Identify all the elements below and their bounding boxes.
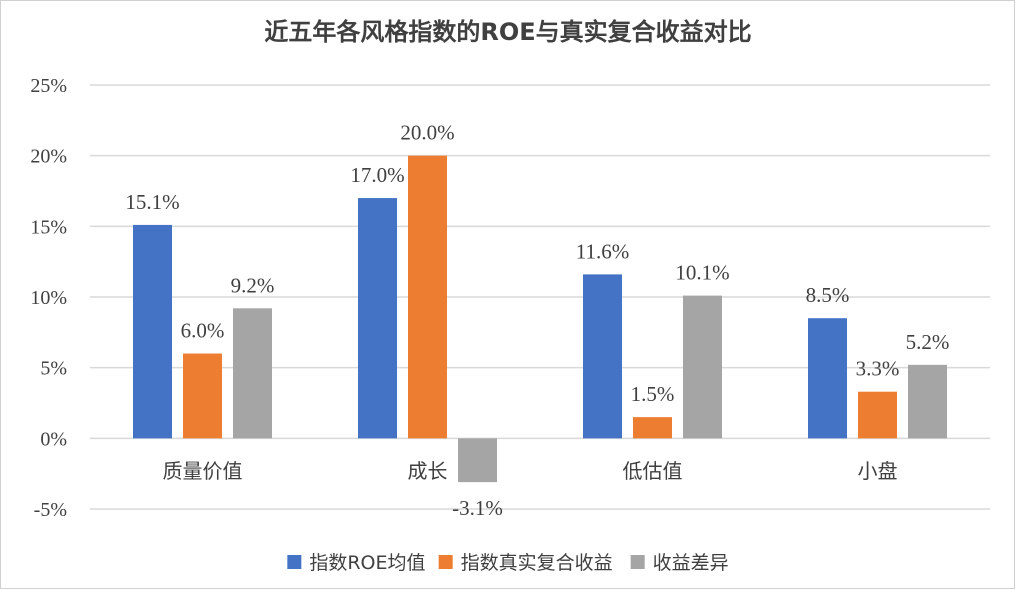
- y-tick-label: -5%: [34, 499, 67, 521]
- category-labels: 质量价值 成长 低估值 小盘: [163, 459, 898, 483]
- data-label: 8.5%: [806, 283, 850, 307]
- data-label: 5.2%: [906, 330, 950, 354]
- legend-swatch: [630, 555, 645, 569]
- data-label: 17.0%: [350, 163, 404, 187]
- category-label: 小盘: [858, 459, 898, 483]
- bar: [358, 198, 397, 439]
- bar: [683, 295, 722, 439]
- legend-swatch: [438, 555, 453, 569]
- bar: [633, 417, 672, 439]
- legend-swatch: [287, 555, 302, 569]
- data-label: 9.2%: [231, 273, 275, 297]
- y-tick-label: 5%: [40, 358, 67, 380]
- bar: [908, 364, 947, 439]
- data-label: 15.1%: [125, 190, 179, 214]
- data-label: 6.0%: [181, 319, 225, 343]
- data-labels: 15.1% 6.0%9.2% 17.0% 20.0% -3.1% 11.6% 1.5% 10.…: [125, 121, 949, 520]
- data-label: 11.6%: [576, 239, 629, 263]
- bar: [183, 353, 222, 439]
- y-tick-label: 25%: [30, 75, 67, 97]
- data-label: 20.0%: [400, 121, 454, 145]
- y-tick-label: 20%: [30, 146, 67, 168]
- category-label: 质量价值: [163, 459, 243, 483]
- legend-label: 指数真实复合收益: [461, 552, 613, 574]
- bar: [133, 224, 172, 439]
- y-tick-label: 10%: [30, 287, 67, 309]
- category-label: 成长: [408, 459, 448, 483]
- y-axis-ticks: 25% 20% 15% 10% 5% 0% -5%: [30, 75, 67, 521]
- bar: [408, 155, 447, 439]
- gridlines: [90, 84, 990, 510]
- data-label: -3.1%: [452, 496, 503, 520]
- bar: [233, 308, 272, 439]
- data-label: 3.3%: [856, 357, 900, 381]
- y-tick-label: 0%: [40, 428, 67, 450]
- data-label: 10.1%: [675, 261, 729, 285]
- bar: [858, 391, 897, 439]
- bars: [133, 155, 947, 483]
- bar: [808, 318, 847, 439]
- y-tick-label: 15%: [30, 216, 67, 238]
- bar: [583, 274, 622, 439]
- legend-label: 指数ROE均值: [309, 552, 425, 574]
- chart-title: 近五年各风格指数的ROE与真实复合收益对比: [264, 18, 751, 46]
- data-label: 1.5%: [631, 382, 675, 406]
- legend: 指数ROE均值 指数真实复合收益 收益差异: [287, 552, 729, 574]
- category-label: 低估值: [623, 459, 683, 483]
- legend-label: 收益差异: [653, 552, 729, 574]
- bar: [458, 438, 497, 483]
